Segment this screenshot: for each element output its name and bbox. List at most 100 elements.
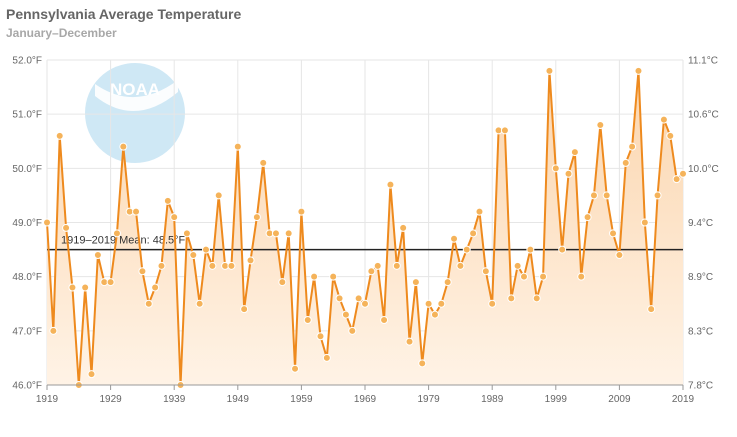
data-point — [322, 353, 331, 362]
chart-subtitle: January–December — [6, 26, 117, 40]
x-tick-label: 1989 — [481, 394, 504, 405]
y-tick-label-right: 9.4°C — [688, 218, 713, 229]
x-tick-label: 1919 — [36, 394, 59, 405]
data-point — [329, 272, 338, 281]
data-point — [240, 305, 249, 314]
data-point — [596, 121, 605, 129]
data-point — [163, 196, 172, 205]
data-point — [182, 229, 191, 238]
data-point — [666, 131, 675, 140]
x-tick-label: 1969 — [354, 394, 377, 405]
data-point — [119, 142, 128, 151]
y-tick-label-left: 48.0°F — [12, 272, 42, 283]
data-point — [151, 283, 160, 292]
data-point — [144, 299, 153, 308]
data-point — [679, 169, 687, 178]
axes: 46.0°F 7.8°C 47.0°F 8.3°C 48.0°F 8.9°C 49.0°F 9… — [12, 56, 718, 406]
data-point — [615, 251, 624, 259]
data-point — [456, 261, 465, 270]
data-point — [513, 261, 522, 270]
data-point — [545, 66, 554, 75]
data-point — [392, 261, 401, 270]
data-point — [132, 207, 141, 216]
data-point — [564, 169, 573, 178]
data-point — [672, 175, 681, 184]
y-tick-label-left: 50.0°F — [12, 164, 42, 175]
data-point — [227, 261, 236, 270]
data-point — [399, 223, 408, 232]
data-point — [589, 191, 598, 200]
data-points — [43, 66, 687, 389]
data-point — [170, 213, 179, 222]
x-tick-label: 1999 — [545, 394, 568, 405]
y-tick-label-right: 7.8°C — [688, 381, 713, 392]
x-tick-label: 1979 — [417, 394, 440, 405]
y-tick-label-right: 10.0°C — [688, 164, 719, 175]
data-point — [430, 310, 439, 319]
data-point — [202, 245, 210, 254]
data-point — [583, 213, 592, 222]
noaa-logo-circle — [85, 63, 185, 163]
data-point — [411, 278, 420, 287]
data-point — [437, 299, 446, 308]
x-tick-label: 1949 — [227, 394, 250, 405]
data-point — [475, 207, 484, 216]
data-point — [551, 164, 560, 173]
data-point — [303, 316, 312, 324]
x-tick-label: 1939 — [163, 394, 186, 405]
data-point — [373, 261, 382, 270]
mean-label: 1919–2019 Mean: 48.5°F — [61, 235, 186, 247]
area-fill — [47, 70, 683, 385]
data-point — [49, 326, 58, 335]
data-point — [138, 267, 147, 276]
data-point — [214, 191, 223, 200]
data-point — [602, 191, 611, 200]
data-point — [252, 213, 261, 222]
data-point — [570, 148, 579, 157]
data-point — [157, 261, 166, 270]
noaa-logo-text: NOAA — [110, 80, 160, 99]
data-point — [208, 261, 217, 270]
data-point — [106, 278, 115, 287]
y-tick-label-right: 10.6°C — [688, 110, 719, 121]
y-tick-label-left: 47.0°F — [12, 326, 42, 337]
data-point — [55, 131, 64, 140]
data-point — [380, 316, 389, 324]
noaa-logo-icon: NOAA — [85, 63, 185, 163]
data-point — [310, 272, 319, 281]
y-tick-label-right: 8.9°C — [688, 272, 713, 283]
noaa-logo-gull — [95, 80, 178, 112]
y-tick-label-right: 8.3°C — [688, 326, 713, 337]
x-tick-label: 1959 — [290, 394, 313, 405]
data-point — [628, 142, 637, 151]
data-point — [520, 272, 528, 281]
data-point — [348, 326, 357, 335]
data-point — [532, 294, 541, 303]
data-point — [481, 267, 490, 276]
data-point — [335, 294, 344, 303]
data-point — [577, 272, 586, 281]
data-point — [450, 234, 459, 243]
data-point — [291, 364, 300, 373]
data-point — [354, 294, 363, 303]
data-point — [81, 283, 90, 292]
data-point — [284, 229, 293, 238]
data-point — [278, 278, 287, 287]
data-point — [93, 251, 102, 259]
y-tick-label-left: 51.0°F — [12, 110, 42, 121]
data-point — [488, 299, 497, 308]
y-tick-label-left: 46.0°F — [12, 381, 42, 392]
data-point — [443, 278, 452, 287]
data-point — [316, 332, 325, 341]
data-point — [361, 299, 369, 308]
x-tick-label: 1929 — [99, 394, 122, 405]
data-point — [507, 294, 516, 303]
data-point — [539, 272, 548, 281]
data-point — [640, 218, 649, 227]
data-point — [634, 66, 643, 75]
data-point — [43, 218, 51, 227]
y-tick-label-right: 11.1°C — [688, 56, 718, 67]
data-point — [112, 229, 121, 238]
data-point — [659, 115, 668, 124]
x-tick-label: 2019 — [672, 394, 695, 405]
